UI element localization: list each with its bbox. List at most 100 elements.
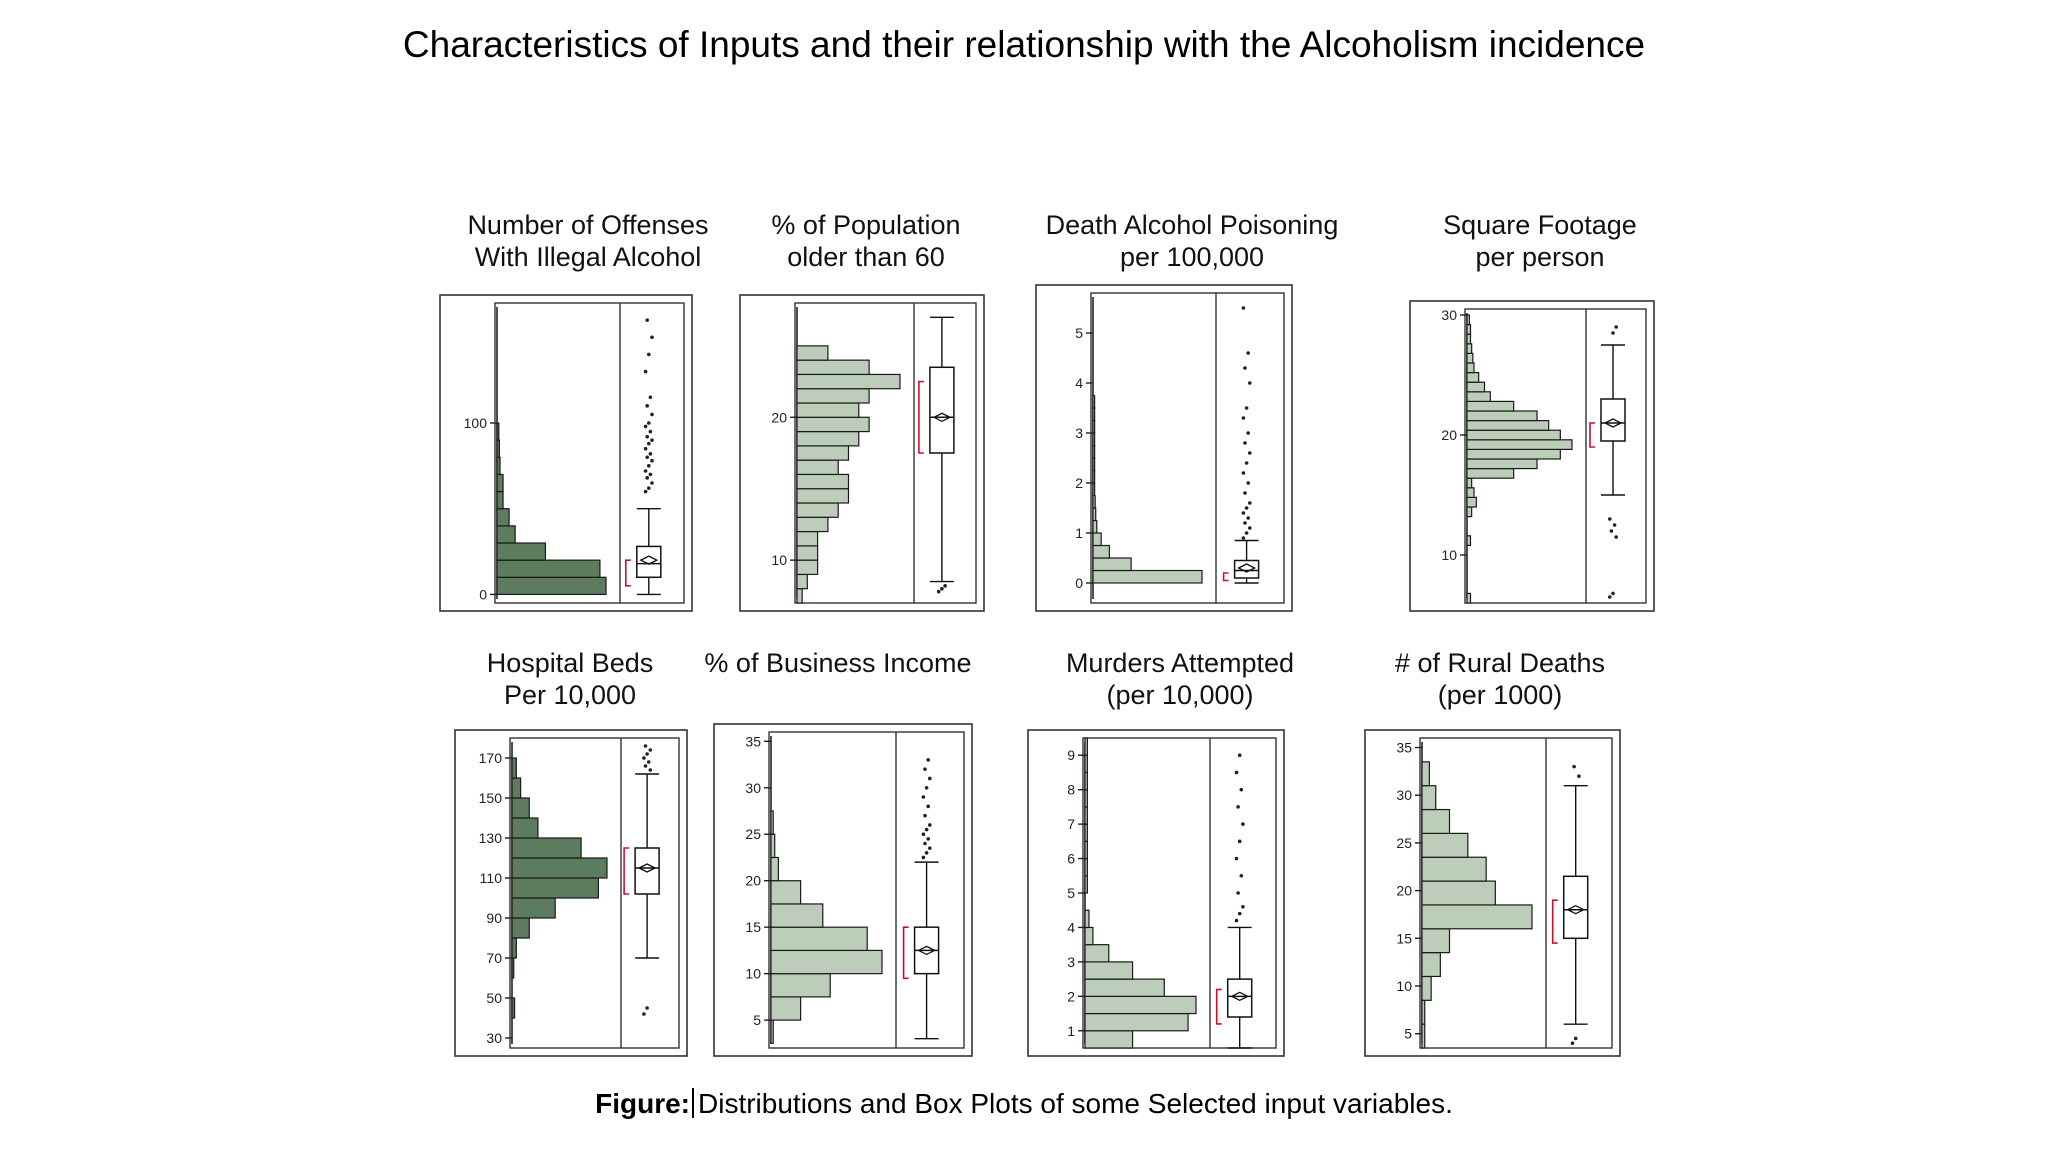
outlier-point <box>926 837 930 841</box>
y-tick-label: 4 <box>1067 919 1075 935</box>
y-tick-label: 5 <box>1067 885 1075 901</box>
histogram-bar <box>1084 840 1088 860</box>
histogram-bar <box>796 459 839 476</box>
y-tick-label: 30 <box>745 780 761 796</box>
histogram-bar <box>796 402 860 418</box>
histogram-bar <box>1421 832 1469 858</box>
y-tick-label: 4 <box>1075 375 1083 391</box>
histogram-bar <box>796 430 860 447</box>
mean-diamond <box>917 945 937 956</box>
y-tick-label: 15 <box>1396 930 1412 946</box>
histogram-bar <box>511 817 539 839</box>
histogram-bar <box>770 903 824 928</box>
histogram-bar <box>1084 926 1094 946</box>
outlier-point <box>1612 523 1617 527</box>
outlier-point <box>1243 366 1247 370</box>
panel-title-line: per 100,000 <box>1120 242 1264 272</box>
panel-7: Murders Attempted(per 10,000) 1 2 3 4 5 6 7 8 9 <box>1027 648 1294 1057</box>
histogram-bar <box>796 388 870 404</box>
outlier-point <box>1241 416 1246 420</box>
slide-title: Characteristics of Inputs and their rela… <box>402 24 1646 65</box>
histogram-bar <box>1092 469 1096 484</box>
y-tick-label: 7 <box>1067 816 1075 832</box>
mean-diamond <box>637 863 657 873</box>
box-iqr <box>1226 978 1253 1018</box>
plot-frame <box>768 731 965 1049</box>
outlier-point <box>650 412 654 417</box>
histogram-bar <box>1421 880 1496 906</box>
histogram-bar <box>511 857 608 879</box>
confidence-bracket <box>918 380 924 454</box>
outlier-point <box>923 813 927 818</box>
mean-diamond <box>1603 418 1623 428</box>
outlier-point <box>647 441 651 446</box>
outlier-point <box>928 776 932 781</box>
histogram-bar <box>1092 482 1096 497</box>
mean-diamond <box>639 555 659 565</box>
histogram-bar <box>1084 737 1088 756</box>
outlier-point <box>1248 451 1252 455</box>
outlier-point <box>1248 501 1252 505</box>
y-tick-label: 3 <box>1067 954 1075 970</box>
box-iqr <box>634 847 660 895</box>
outlier-point <box>648 472 653 477</box>
histogram-bar <box>1466 333 1472 345</box>
histogram-bar <box>1421 928 1451 954</box>
y-tick-label: 30 <box>486 1030 502 1046</box>
confidence-bracket <box>902 926 909 980</box>
figure-caption: Figure: Distributions and Box Plots of so… <box>0 1088 2048 1120</box>
y-tick-label: 25 <box>1396 835 1412 851</box>
outlier-point <box>643 469 648 473</box>
outlier-point <box>1572 764 1576 769</box>
histogram-bar <box>1421 761 1430 787</box>
outlier-point <box>1611 331 1615 335</box>
confidence-bracket <box>1589 422 1595 448</box>
y-tick-label: 5 <box>753 1012 761 1028</box>
outlier-point <box>921 855 926 860</box>
y-tick-label: 20 <box>745 873 761 889</box>
histogram-bar <box>1421 975 1432 1001</box>
histogram-bar <box>511 917 530 939</box>
histogram-bar <box>1421 856 1487 882</box>
outlier-point <box>650 481 654 485</box>
histogram-bar <box>1092 544 1110 559</box>
y-tick-label: 0 <box>479 586 487 602</box>
outlier-point <box>923 841 927 846</box>
outlier-point <box>1234 918 1239 923</box>
outlier-point <box>1244 461 1249 465</box>
histogram-bar <box>1092 407 1096 422</box>
y-tick-label: 8 <box>1067 782 1075 798</box>
y-tick-label: 150 <box>479 790 503 806</box>
y-tick-label: 1 <box>1075 525 1083 541</box>
panel-title-line: Number of Offenses <box>467 210 708 240</box>
outlier-point <box>943 584 947 588</box>
outlier-point <box>642 1012 646 1016</box>
histogram-bar <box>496 525 516 544</box>
box-iqr <box>1600 398 1626 442</box>
outlier-point <box>1244 506 1249 510</box>
plot-frame <box>1419 737 1613 1049</box>
histogram-bar <box>1084 1012 1189 1032</box>
histogram-bar <box>770 973 831 998</box>
histogram-bar <box>796 545 819 561</box>
y-tick-label: 5 <box>1075 325 1083 341</box>
y-tick-label: 6 <box>1067 851 1075 867</box>
histogram-bar <box>1092 569 1203 584</box>
histogram-bar <box>1466 448 1561 460</box>
confidence-bracket <box>1222 572 1229 582</box>
panel-frame <box>1035 284 1293 612</box>
histogram-bar <box>796 559 819 576</box>
histogram-bar <box>1084 909 1090 929</box>
outlier-point <box>1239 873 1244 878</box>
outlier-point <box>643 369 648 374</box>
histogram-bar <box>770 880 802 905</box>
outlier-point <box>921 795 926 799</box>
outlier-point <box>1236 891 1240 895</box>
outlier-point <box>647 486 651 490</box>
panel-title-line: (per 1000) <box>1438 680 1563 710</box>
histogram-bar <box>1466 468 1515 479</box>
plot-frame <box>509 737 680 1049</box>
y-tick-label: 10 <box>771 552 787 568</box>
